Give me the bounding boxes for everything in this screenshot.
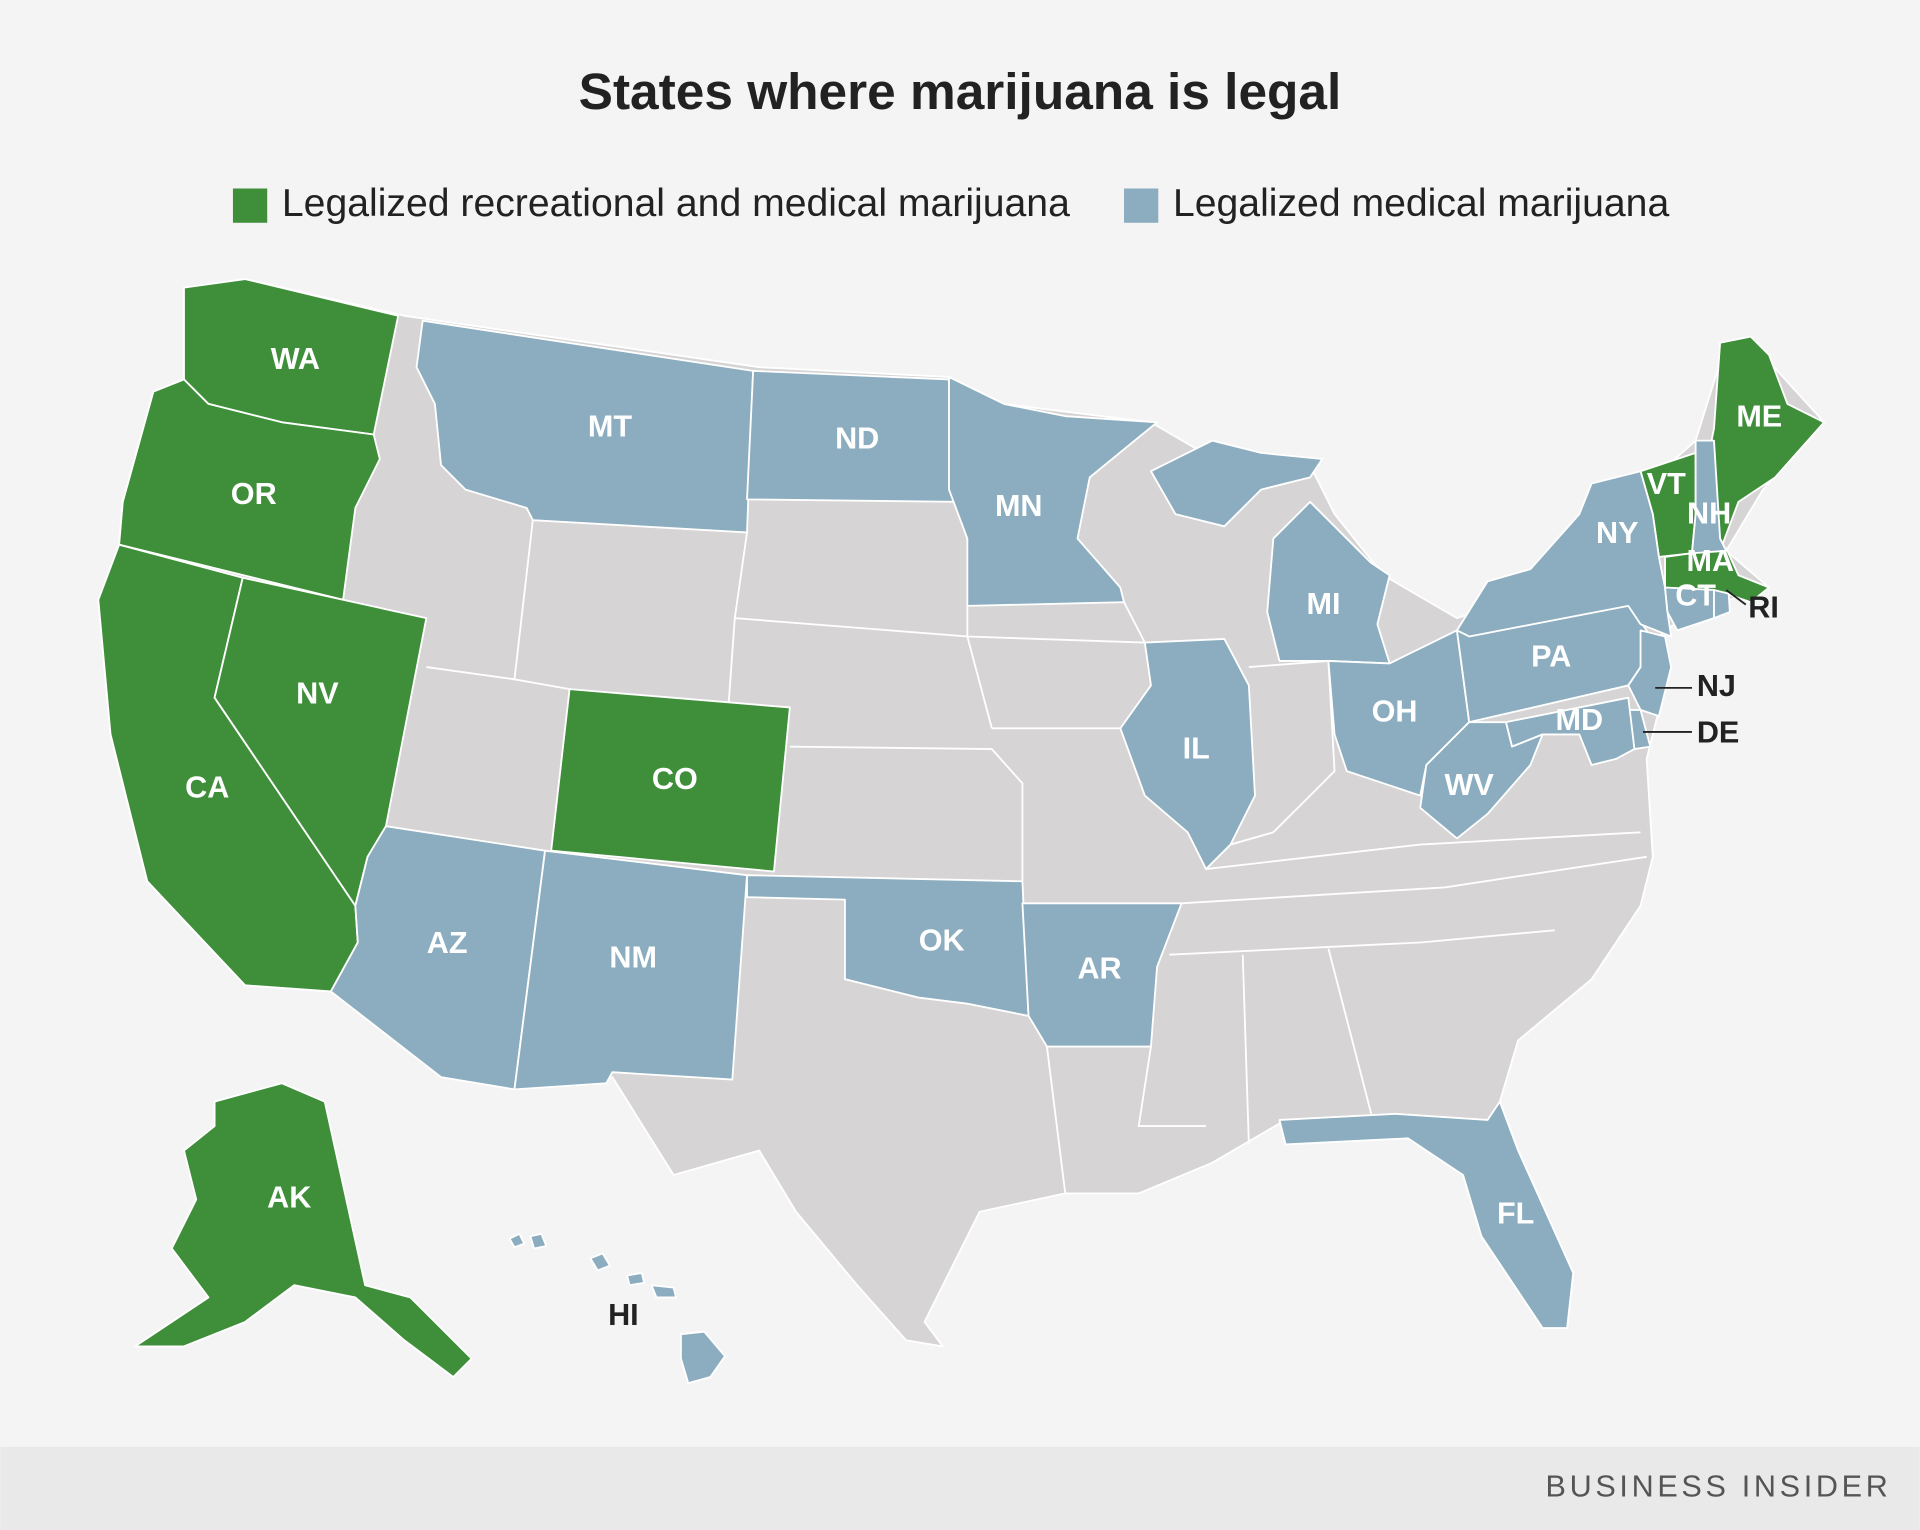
state-label: MA — [1687, 544, 1735, 578]
state-label: MN — [995, 489, 1043, 523]
footer-bar — [0, 1446, 1920, 1530]
state-shape — [948, 376, 1158, 607]
border — [1137, 1046, 1207, 1127]
state-label: NY — [1596, 516, 1638, 550]
state-shape — [1691, 439, 1728, 555]
state-label: IL — [1183, 731, 1210, 765]
state-label: MT — [588, 409, 632, 443]
state-shape — [1278, 1100, 1575, 1329]
state-label: ND — [835, 422, 879, 456]
border — [966, 605, 1145, 644]
state-shape — [1713, 589, 1731, 620]
state-label: PA — [1531, 640, 1571, 674]
border — [514, 678, 570, 691]
state-label: NJ — [1697, 669, 1736, 703]
border — [1045, 1046, 1067, 1194]
state-label: AR — [1077, 952, 1121, 986]
border — [1123, 601, 1146, 644]
state-shape — [550, 688, 791, 873]
state-label: AK — [267, 1181, 311, 1215]
state-label: NV — [296, 676, 339, 710]
state-label: CT — [1675, 578, 1716, 612]
state-shape — [1664, 586, 1715, 632]
state-shape — [508, 1232, 526, 1249]
border — [1181, 855, 1647, 905]
border — [1230, 659, 1336, 846]
state-shape — [1150, 439, 1324, 528]
state-label: DE — [1697, 715, 1739, 749]
state-shape — [650, 1284, 677, 1299]
state-label: ME — [1736, 400, 1782, 434]
title: States where marijuana is legal — [579, 62, 1342, 120]
border — [1327, 948, 1373, 1115]
state-shape — [118, 378, 381, 601]
state-label: MD — [1556, 703, 1604, 737]
border — [789, 745, 1024, 882]
state-label: VT — [1647, 467, 1686, 501]
state-label: WA — [271, 342, 320, 376]
state-shape — [1021, 902, 1183, 1048]
border — [1205, 831, 1641, 870]
state-shape — [680, 1330, 726, 1385]
states: WA OR CA NV CO AK ME VT MA MT ND MN MI IL OH PA NY NH CT RI… — [97, 278, 1826, 1385]
legend-swatch — [232, 188, 268, 223]
border — [1169, 929, 1555, 956]
leader-line — [1725, 589, 1747, 606]
legend-swatch — [1124, 188, 1159, 223]
state-shape — [134, 1082, 473, 1378]
legend-label: Legalized recreational and medical marij… — [282, 182, 1070, 225]
state-shape — [1119, 638, 1256, 870]
state-shape — [1627, 629, 1673, 717]
state-shape — [589, 1252, 611, 1272]
state-label: HI — [608, 1298, 639, 1332]
state-label: OH — [1372, 695, 1418, 729]
state-shape — [1266, 500, 1391, 665]
state-label: AZ — [427, 926, 468, 960]
footer-brand: BUSINESS INSIDER — [1546, 1469, 1892, 1503]
state-shape — [626, 1272, 646, 1287]
state-label: MI — [1307, 587, 1341, 621]
state-label: OK — [919, 924, 965, 958]
state-label: NM — [609, 941, 657, 975]
state-shape — [529, 1232, 548, 1250]
legend: Legalized recreational and medical marij… — [232, 182, 1669, 225]
state-label: OR — [231, 477, 277, 511]
gray-borders — [426, 520, 1647, 1194]
state-shape — [1419, 721, 1544, 840]
state-label: CO — [652, 762, 698, 796]
border — [1241, 954, 1250, 1145]
state-label: NH — [1687, 496, 1731, 530]
state-label: FL — [1497, 1197, 1534, 1231]
state-label: RI — [1748, 591, 1779, 625]
legend-label: Legalized medical marijuana — [1173, 182, 1669, 225]
state-label: WV — [1445, 768, 1495, 802]
state-label: CA — [185, 771, 229, 805]
